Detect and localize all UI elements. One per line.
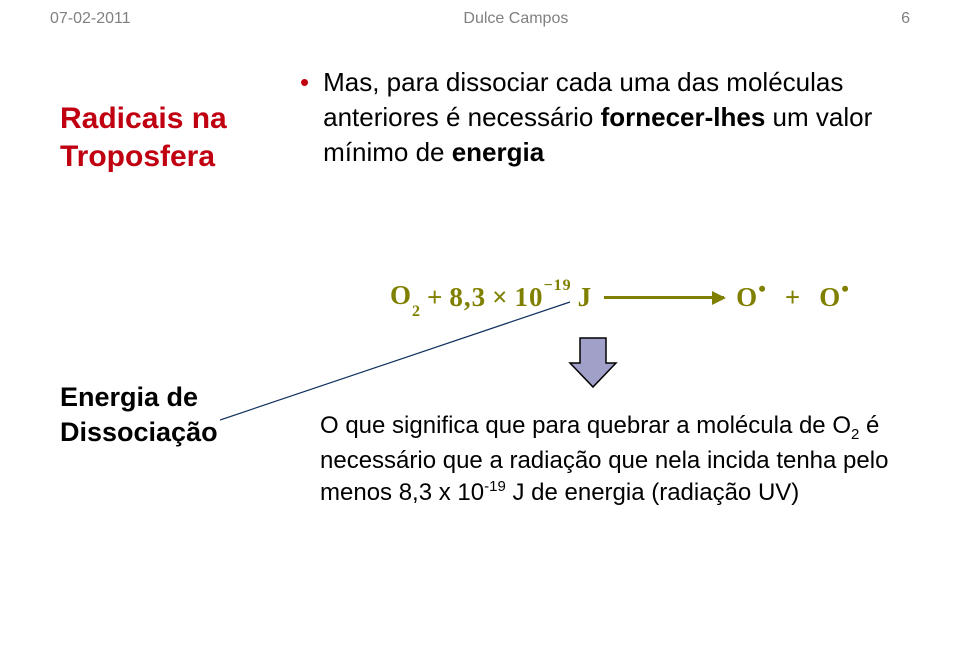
- header-date: 07-02-2011: [50, 10, 131, 28]
- title-line-2: Troposfera: [60, 138, 280, 176]
- slide-header: 07-02-2011 Dulce Campos 6: [0, 10, 960, 28]
- eq-times: ×: [492, 282, 508, 313]
- down-arrow-icon: [568, 335, 618, 391]
- energy-label-line-2: Dissociação: [60, 415, 218, 450]
- energy-label-line-1: Energia de: [60, 380, 218, 415]
- bullet-dot-icon: •: [300, 65, 309, 170]
- title-line-1: Radicais na: [60, 100, 280, 138]
- eq-joule: J: [578, 282, 593, 313]
- dissociation-equation: O2 + 8,3 × 10−19 J O• + O•: [390, 280, 850, 315]
- eq-o-radical-2: O•: [819, 282, 850, 313]
- bullet-paragraph: • Mas, para dissociar cada uma das moléc…: [300, 65, 890, 170]
- eq-plus-1: +: [427, 282, 443, 313]
- description-text: O que significa que para quebrar a moléc…: [320, 410, 890, 510]
- header-page-number: 6: [901, 10, 910, 28]
- eq-o2: O2: [390, 280, 421, 315]
- reaction-arrow-icon: [604, 296, 724, 299]
- eq-power: 10−19: [515, 282, 572, 313]
- eq-o-radical-1: O•: [736, 282, 767, 313]
- header-author: Dulce Campos: [463, 10, 568, 28]
- energy-of-dissociation-label: Energia de Dissociação: [60, 380, 218, 450]
- slide-title: Radicais na Troposfera: [60, 100, 280, 175]
- eq-coeff: 8,3: [449, 282, 486, 313]
- bullet-text: Mas, para dissociar cada uma das molécul…: [323, 65, 890, 170]
- eq-plus-2: +: [785, 282, 801, 313]
